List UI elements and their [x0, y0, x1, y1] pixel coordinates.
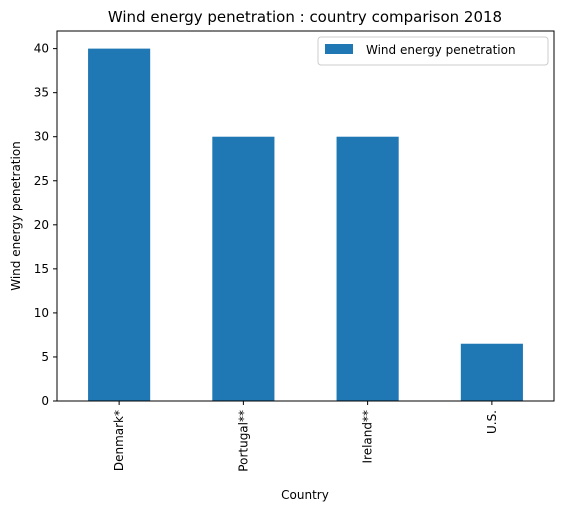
plot-frame [56, 30, 555, 402]
bar-1 [212, 136, 275, 401]
y-tick-label-2: 10 [34, 306, 49, 320]
legend: Wind energy penetration [317, 36, 549, 66]
bars-group [88, 48, 523, 401]
bar-2 [336, 136, 399, 401]
x-axis-label: Country [281, 488, 329, 502]
x-tick-label-1: Portugal** [236, 410, 250, 472]
y-tick-label-3: 15 [34, 262, 49, 276]
bar-0 [88, 48, 151, 401]
x-tick-label-3: U.S. [485, 410, 499, 434]
y-tick-label-6: 30 [34, 130, 49, 144]
chart-title: Wind energy penetration : country compar… [108, 8, 502, 26]
x-axis: Denmark* Portugal** Ireland** U.S. [112, 401, 499, 472]
y-tick-label-4: 20 [34, 218, 49, 232]
legend-swatch [325, 44, 353, 54]
legend-box [317, 36, 549, 66]
y-tick-label-5: 25 [34, 174, 49, 188]
legend-label: Wind energy penetration [366, 43, 516, 57]
y-tick-label-7: 35 [34, 86, 49, 100]
y-tick-label-8: 40 [34, 42, 49, 56]
x-tick-label-0: Denmark* [112, 410, 126, 471]
y-tick-label-1: 5 [41, 350, 49, 364]
x-tick-label-2: Ireland** [361, 410, 375, 464]
y-axis-label: Wind energy penetration [9, 141, 23, 291]
y-axis: 0 5 10 15 20 25 30 35 40 [34, 42, 57, 408]
bar-3 [460, 343, 523, 401]
y-tick-label-0: 0 [41, 394, 49, 408]
